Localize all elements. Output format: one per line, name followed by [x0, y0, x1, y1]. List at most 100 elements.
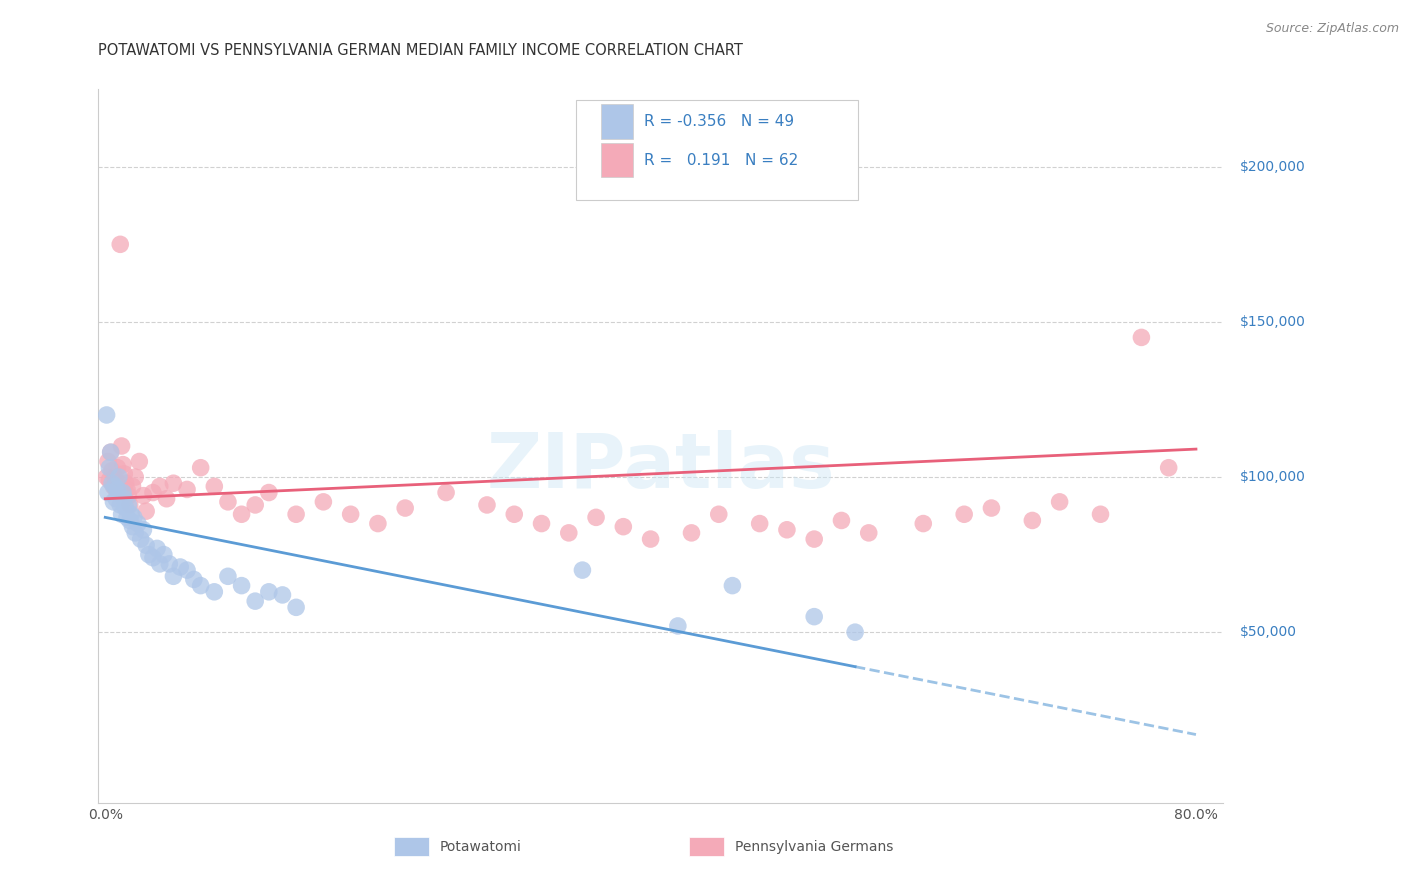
Point: [120, 508, 142, 522]
Point: [98, 460, 121, 475]
Point: [107, 483, 129, 497]
Point: [231, 579, 253, 593]
Point: [257, 485, 280, 500]
Point: [312, 495, 335, 509]
Point: [776, 523, 799, 537]
Point: [681, 525, 703, 540]
Point: [666, 619, 689, 633]
Point: [571, 563, 593, 577]
Point: [530, 516, 553, 531]
Text: R =   0.191   N = 62: R = 0.191 N = 62: [644, 153, 799, 168]
Point: [475, 498, 498, 512]
Text: Source: ZipAtlas.com: Source: ZipAtlas.com: [1265, 22, 1399, 36]
Point: [434, 485, 457, 500]
Point: [190, 579, 212, 593]
Point: [96, 408, 118, 422]
Text: $50,000: $50,000: [1240, 625, 1296, 640]
Bar: [602, 143, 633, 178]
Point: [245, 498, 267, 512]
Point: [912, 516, 935, 531]
Point: [503, 508, 526, 522]
Point: [117, 498, 139, 512]
Point: [1021, 513, 1043, 527]
Point: [803, 532, 825, 546]
Point: [285, 600, 308, 615]
Point: [121, 479, 143, 493]
Point: [149, 557, 172, 571]
Point: [97, 454, 120, 468]
Point: [110, 508, 132, 522]
Point: [118, 513, 141, 527]
Text: Potawatomi: Potawatomi: [440, 839, 522, 854]
Point: [721, 579, 744, 593]
Point: [108, 470, 131, 484]
Point: [640, 532, 662, 546]
Point: [202, 479, 225, 493]
Point: [128, 454, 150, 468]
Point: [132, 523, 155, 537]
Text: R = -0.356   N = 49: R = -0.356 N = 49: [644, 114, 794, 129]
Point: [585, 510, 607, 524]
Point: [257, 584, 280, 599]
Text: $200,000: $200,000: [1240, 160, 1305, 174]
FancyBboxPatch shape: [576, 100, 858, 200]
Point: [135, 504, 157, 518]
Point: [96, 470, 118, 484]
Point: [162, 476, 184, 491]
Point: [162, 569, 184, 583]
Point: [953, 508, 976, 522]
Point: [153, 548, 176, 562]
Point: [844, 625, 866, 640]
Point: [111, 458, 134, 472]
Point: [127, 516, 149, 531]
Point: [132, 489, 155, 503]
Point: [803, 609, 825, 624]
Point: [1049, 495, 1071, 509]
Point: [103, 479, 125, 493]
Point: [124, 525, 146, 540]
Point: [101, 464, 124, 478]
Point: [149, 479, 172, 493]
Point: [117, 489, 139, 503]
Point: [157, 557, 180, 571]
Text: Pennsylvania Germans: Pennsylvania Germans: [735, 839, 894, 854]
Point: [105, 483, 128, 497]
Point: [138, 548, 160, 562]
Point: [135, 538, 157, 552]
Point: [612, 519, 634, 533]
Point: [202, 584, 225, 599]
Point: [103, 495, 125, 509]
Point: [155, 491, 177, 506]
Point: [110, 439, 132, 453]
Point: [107, 460, 129, 475]
Point: [104, 470, 127, 484]
Point: [183, 573, 205, 587]
Point: [142, 550, 165, 565]
Point: [121, 519, 143, 533]
Point: [115, 483, 138, 497]
Point: [112, 491, 135, 506]
Text: ZIPatlas: ZIPatlas: [486, 431, 835, 504]
Point: [110, 237, 132, 252]
Point: [558, 525, 581, 540]
Point: [124, 470, 146, 484]
Text: POTAWATOMI VS PENNSYLVANIA GERMAN MEDIAN FAMILY INCOME CORRELATION CHART: POTAWATOMI VS PENNSYLVANIA GERMAN MEDIAN…: [98, 43, 744, 58]
Point: [111, 485, 134, 500]
Point: [101, 476, 124, 491]
Point: [830, 513, 852, 527]
Point: [108, 476, 131, 491]
Point: [217, 569, 239, 583]
Bar: [602, 104, 633, 139]
Point: [1157, 460, 1180, 475]
Point: [129, 532, 152, 546]
Point: [146, 541, 169, 556]
Point: [112, 467, 135, 481]
Point: [97, 485, 120, 500]
Point: [104, 479, 127, 493]
Point: [169, 560, 191, 574]
Point: [110, 498, 132, 512]
Point: [122, 510, 145, 524]
Point: [707, 508, 730, 522]
Point: [339, 508, 361, 522]
Point: [231, 508, 253, 522]
